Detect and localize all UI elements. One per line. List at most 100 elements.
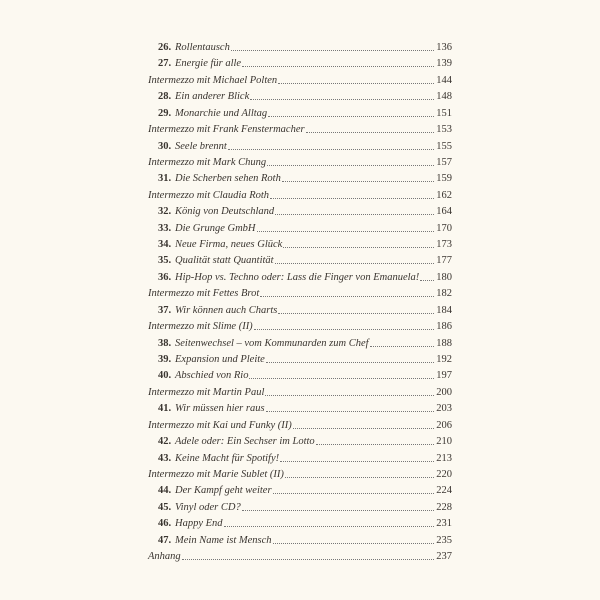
dot-leader — [241, 509, 435, 511]
chapter-number: 30. — [158, 140, 172, 152]
entry-title: König von Deutschland — [175, 206, 275, 218]
page-number: 153 — [436, 124, 452, 136]
page-number: 148 — [436, 91, 452, 103]
toc-entry: Intermezzo mit Marie Sublet (II) 220 — [148, 467, 452, 481]
entry-title: Rollentausch — [175, 42, 230, 53]
entry-title: Adele oder: Ein Sechser im Lotto — [175, 436, 315, 448]
dot-leader — [278, 82, 435, 84]
page-number: 210 — [436, 436, 452, 448]
chapter-number: 35. — [158, 255, 172, 267]
toc-entry: Anhang 237 — [148, 549, 452, 563]
entry-title: Energie für alle — [175, 58, 242, 70]
chapter-number: 37. — [158, 304, 172, 316]
dot-leader — [249, 378, 435, 380]
chapter-number: 26. — [158, 42, 172, 53]
page-number: 237 — [436, 551, 452, 563]
entry-title: Intermezzo mit Fettes Brot — [148, 288, 260, 300]
page-number: 224 — [436, 485, 452, 497]
page-number: 177 — [436, 255, 452, 267]
toc-entry: 32. König von Deutschland 164 — [148, 204, 452, 218]
chapter-number: 31. — [158, 173, 172, 185]
dot-leader — [242, 66, 435, 68]
toc-entry: 29. Monarchie und Alltag 151 — [148, 106, 452, 120]
page-number: 213 — [436, 452, 452, 464]
entry-title: Seitenwechsel – vom Kommunarden zum Chef — [175, 337, 369, 349]
entry-title: Ein anderer Blick — [175, 91, 250, 103]
toc-entry: 27. Energie für alle 139 — [148, 56, 452, 70]
dot-leader — [230, 50, 435, 51]
toc-entry: 41. Wir müssen hier raus 203 — [148, 401, 452, 415]
entry-title: Happy End — [175, 518, 223, 530]
toc-entry: 43. Keine Macht für Spotify! 213 — [148, 451, 452, 465]
entry-title: Die Scherben sehen Roth — [175, 173, 281, 185]
page-number: 139 — [436, 58, 452, 70]
chapter-number: 27. — [158, 58, 172, 70]
chapter-number: 43. — [158, 452, 172, 464]
entry-title: Intermezzo mit Martin Paul — [148, 386, 265, 398]
dot-leader — [420, 279, 435, 281]
toc-entry: Intermezzo mit Michael Polten 144 — [148, 73, 452, 87]
toc-entry: 26. Rollentausch 136 — [148, 40, 452, 54]
page-number: 151 — [436, 107, 452, 119]
dot-leader — [315, 444, 435, 446]
chapter-number: 28. — [158, 91, 172, 103]
dot-leader — [265, 411, 435, 413]
page-number: 220 — [436, 468, 452, 480]
dot-leader — [256, 230, 435, 232]
page-number: 188 — [436, 337, 452, 349]
chapter-number: 38. — [158, 337, 172, 349]
page-number: 228 — [436, 501, 452, 513]
entry-title: Wir müssen hier raus — [175, 403, 265, 415]
entry-title: Intermezzo mit Claudia Roth — [148, 189, 270, 201]
page-number: 173 — [436, 239, 452, 251]
dot-leader — [223, 526, 435, 528]
page-number: 186 — [436, 321, 452, 333]
chapter-number: 42. — [158, 436, 172, 448]
dot-leader — [274, 263, 435, 265]
entry-title: Hip-Hop vs. Techno oder: Lass die Finger… — [175, 271, 420, 283]
chapter-number: 44. — [158, 485, 172, 497]
toc-entry: 38. Seitenwechsel – vom Kommunarden zum C… — [148, 336, 452, 350]
dot-leader — [265, 394, 435, 396]
toc-entry: Intermezzo mit Kai und Funky (II) 206 — [148, 418, 452, 432]
dot-leader — [281, 181, 435, 183]
page-number: 206 — [436, 419, 452, 431]
toc-entry: Intermezzo mit Martin Paul 200 — [148, 385, 452, 399]
page-number: 192 — [436, 353, 452, 365]
entry-title: Der Kampf geht weiter — [175, 485, 272, 497]
dot-leader — [270, 197, 435, 199]
toc-entry: 47. Mein Name ist Mensch 235 — [148, 533, 452, 547]
page-number: 136 — [436, 42, 452, 53]
chapter-number: 39. — [158, 353, 172, 365]
dot-leader — [272, 542, 435, 544]
toc-entry: 31. Die Scherben sehen Roth 159 — [148, 171, 452, 185]
chapter-number: 47. — [158, 534, 172, 546]
entry-title: Intermezzo mit Slime (II) — [148, 321, 253, 333]
entry-title: Monarchie und Alltag — [175, 107, 268, 119]
dot-leader — [268, 115, 435, 117]
toc-entry: 35. Qualität statt Quantität 177 — [148, 253, 452, 267]
page-number: 162 — [436, 189, 452, 201]
toc-entry: Intermezzo mit Fettes Brot 182 — [148, 286, 452, 300]
chapter-number: 36. — [158, 271, 172, 283]
entry-title: Abschied von Rio — [175, 370, 249, 382]
entry-title: Die Grunge GmbH — [175, 222, 256, 234]
entry-title: Qualität statt Quantität — [175, 255, 274, 267]
entry-title: Neue Firma, neues Glück — [175, 239, 283, 251]
page-number: 197 — [436, 370, 452, 382]
entry-title: Mein Name ist Mensch — [175, 534, 272, 546]
entry-title: Anhang — [148, 551, 181, 563]
chapter-number: 40. — [158, 370, 172, 382]
dot-leader — [267, 164, 435, 166]
dot-leader — [283, 247, 435, 249]
entry-title: Intermezzo mit Marie Sublet (II) — [148, 468, 284, 480]
page-number: 182 — [436, 288, 452, 300]
page-number: 231 — [436, 518, 452, 530]
toc-entry: 42. Adele oder: Ein Sechser im Lotto 210 — [148, 434, 452, 448]
dot-leader — [272, 493, 435, 495]
entry-title: Intermezzo mit Frank Fenstermacher — [148, 124, 305, 136]
dot-leader — [292, 427, 435, 429]
dot-leader — [280, 460, 435, 462]
toc-entry: Intermezzo mit Slime (II) 186 — [148, 319, 452, 333]
entry-title: Intermezzo mit Kai und Funky (II) — [148, 419, 292, 431]
